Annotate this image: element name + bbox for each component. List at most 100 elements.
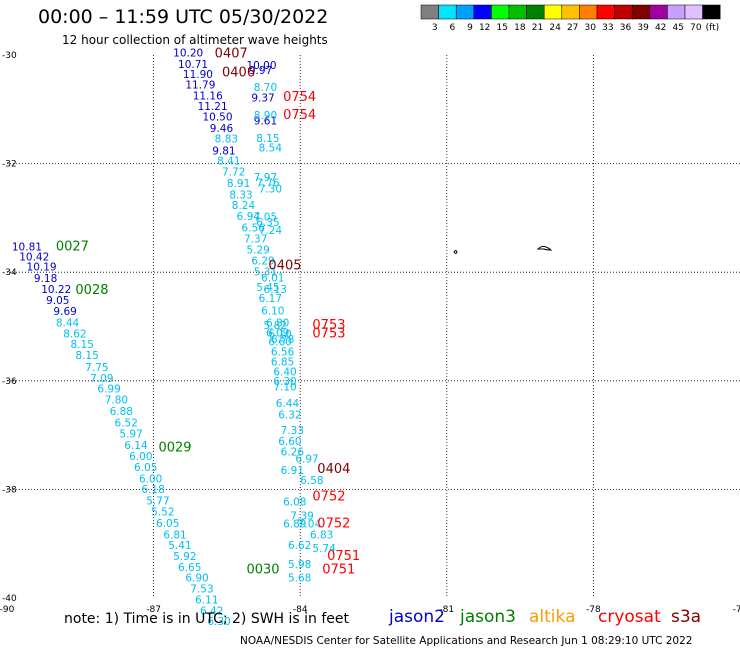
pass-time-label: 0753 bbox=[312, 326, 345, 341]
colorbar-label: 12 bbox=[479, 23, 490, 33]
wave-height-label: 6.65 bbox=[178, 562, 201, 574]
wave-height-label: 7.09 bbox=[90, 373, 113, 385]
x-tick-label: -84 bbox=[293, 605, 308, 615]
wave-height-label: 9.69 bbox=[53, 306, 76, 318]
wave-height-label: 6.91 bbox=[281, 465, 304, 477]
wave-height-label: 10.19 bbox=[27, 262, 57, 274]
wave-height-label: 6.13 bbox=[264, 284, 287, 296]
wave-height-label: 7.10 bbox=[273, 382, 296, 394]
wave-height-label: 5.92 bbox=[173, 551, 196, 563]
wave-height-label: 9.97 bbox=[249, 65, 272, 77]
wave-height-label: 8.15 bbox=[71, 339, 94, 351]
wave-height-label: 11.79 bbox=[185, 80, 215, 92]
wave-height-label: 10.50 bbox=[202, 112, 232, 124]
credit-line: NOAA/NESDIS Center for Satellite Applica… bbox=[240, 635, 693, 647]
wave-height-label: 6.05 bbox=[156, 518, 179, 530]
wave-height-label: 9.05 bbox=[46, 295, 69, 307]
wave-height-label: 6.78 bbox=[271, 334, 294, 346]
wave-height-label: 6.32 bbox=[278, 409, 301, 421]
pass-time-label: 0029 bbox=[158, 440, 191, 455]
pass-time-label: 0754 bbox=[283, 108, 316, 123]
pass-time-label: 0027 bbox=[56, 239, 89, 254]
wave-height-label: 8.62 bbox=[63, 328, 86, 340]
wave-height-label: 5.97 bbox=[119, 428, 142, 440]
colorbar-swatch bbox=[543, 4, 563, 20]
wave-height-label: 11.90 bbox=[183, 69, 213, 81]
colorbar-label: 21 bbox=[532, 23, 543, 33]
wave-height-label: 8.70 bbox=[254, 82, 277, 94]
x-tick-label: -87 bbox=[146, 605, 161, 615]
wave-height-label: 7.53 bbox=[190, 584, 213, 596]
wave-height-label: 6.60 bbox=[268, 337, 291, 349]
wave-height-label: 6.56 bbox=[242, 222, 266, 234]
wave-height-label: 6.85 bbox=[271, 357, 294, 369]
legend-cryosat: cryosat bbox=[598, 607, 661, 627]
wave-height-label: 6.09 bbox=[266, 327, 289, 339]
chart-subtitle: 12 hour collection of altimeter wave hei… bbox=[62, 33, 328, 47]
wave-height-label: 6.35 bbox=[256, 217, 279, 229]
pass-time-label: 0030 bbox=[246, 563, 279, 578]
wave-height-label: 6.90 bbox=[185, 573, 208, 585]
wave-height-label: 6.08 bbox=[283, 497, 306, 509]
pass-time-label: 0404 bbox=[317, 462, 350, 477]
colorbar-label: 36 bbox=[620, 23, 632, 33]
x-tick-label: -81 bbox=[439, 605, 454, 615]
colorbar-swatch bbox=[561, 4, 580, 20]
wave-height-label: 10.42 bbox=[19, 251, 49, 263]
pass-time-label: 0407 bbox=[215, 47, 248, 62]
wave-height-label: 6.62 bbox=[288, 540, 311, 552]
colorbar-swatch bbox=[579, 4, 598, 20]
y-tick-label: -32 bbox=[2, 160, 17, 170]
wave-height-label: 7.72 bbox=[222, 167, 245, 179]
wave-height-label: 8.24 bbox=[232, 200, 256, 212]
y-tick-label: -34 bbox=[2, 268, 17, 278]
wave-height-label: 10.22 bbox=[41, 284, 71, 296]
wave-height-label: 5.29 bbox=[246, 245, 269, 257]
wave-height-label: 6.81 bbox=[163, 529, 186, 541]
pass-time-label: 0028 bbox=[75, 283, 108, 298]
wave-height-label: 6.30 bbox=[273, 376, 296, 388]
colorbar-label: (ft) bbox=[706, 23, 720, 33]
y-tick-label: -38 bbox=[2, 485, 17, 495]
legend-s3a: s3a bbox=[671, 607, 702, 627]
wave-height-label: 7.30 bbox=[259, 183, 282, 195]
wave-height-label: 6.42 bbox=[200, 605, 223, 617]
y-tick-label: -30 bbox=[2, 51, 17, 61]
wave-height-label: 8.33 bbox=[229, 189, 252, 201]
wave-height-label: 9.18 bbox=[34, 273, 57, 285]
wave-height-label: 5.68 bbox=[288, 573, 311, 585]
wave-height-label: 7.76 bbox=[256, 177, 280, 189]
wave-height-label: 10.71 bbox=[178, 59, 208, 71]
footnote: note: 1) Time is in UTC; 2) SWH is in fe… bbox=[64, 611, 350, 627]
wave-height-label: 11.21 bbox=[198, 101, 228, 113]
colorbar-label: 24 bbox=[549, 23, 561, 33]
wave-height-label: 5.98 bbox=[288, 559, 311, 571]
colorbar-label: 42 bbox=[655, 23, 666, 33]
x-tick-label: -90 bbox=[0, 605, 15, 615]
wave-height-label: 9.61 bbox=[254, 116, 277, 128]
x-tick-label: -78 bbox=[586, 605, 601, 615]
wave-height-label: 7.75 bbox=[85, 362, 108, 374]
wave-height-label: 6.01 bbox=[261, 272, 284, 284]
wave-height-label: 6.18 bbox=[141, 484, 164, 496]
y-tick-label: -36 bbox=[2, 377, 17, 387]
colorbar-label: 18 bbox=[514, 23, 526, 33]
colorbar-label: 15 bbox=[497, 23, 508, 33]
colorbar-swatch bbox=[667, 4, 686, 20]
wave-height-label: 6.30 bbox=[207, 616, 230, 628]
wave-height-label: 6.10 bbox=[268, 328, 291, 340]
wave-height-label: 6.00 bbox=[129, 451, 152, 463]
colorbar-label: 33 bbox=[602, 23, 613, 33]
wave-height-label: 8.90 bbox=[254, 110, 277, 122]
colorbar-swatch bbox=[684, 4, 703, 20]
colorbar-swatch bbox=[631, 4, 651, 20]
wave-height-label: 7.80 bbox=[105, 395, 128, 407]
wave-height-label: 6.83 bbox=[310, 529, 333, 541]
wave-height-label: 7.24 bbox=[259, 225, 283, 237]
wave-height-label: 5.31 bbox=[254, 266, 277, 278]
wave-height-label: 6.05 bbox=[134, 462, 157, 474]
wave-height-label: 5.74 bbox=[312, 543, 336, 555]
wave-height-label: 6.52 bbox=[115, 417, 138, 429]
wave-height-label: 6.29 bbox=[251, 256, 274, 268]
colorbar-label: 27 bbox=[567, 23, 578, 33]
